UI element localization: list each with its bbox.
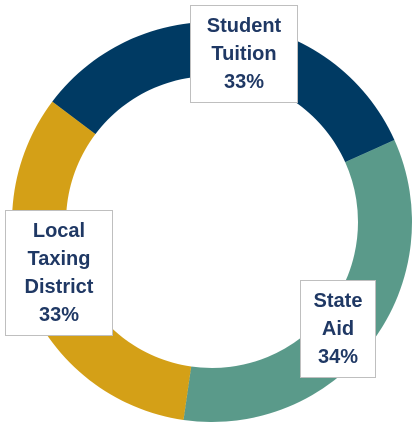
donut-segment <box>183 140 412 423</box>
value-label: 33% <box>38 304 80 326</box>
data-label: Student Tuition 33% <box>190 5 298 103</box>
donut-segment <box>52 22 395 163</box>
data-label: State Aid 34% <box>300 280 376 378</box>
value-label: 34% <box>317 346 359 368</box>
category-label: Student Tuition <box>206 15 282 65</box>
data-label: Local Taxing District 33% <box>5 210 113 336</box>
category-label: Local Taxing District <box>24 220 94 298</box>
donut-segment <box>11 101 192 420</box>
value-label: 33% <box>223 71 265 93</box>
category-label: State Aid <box>313 290 363 340</box>
